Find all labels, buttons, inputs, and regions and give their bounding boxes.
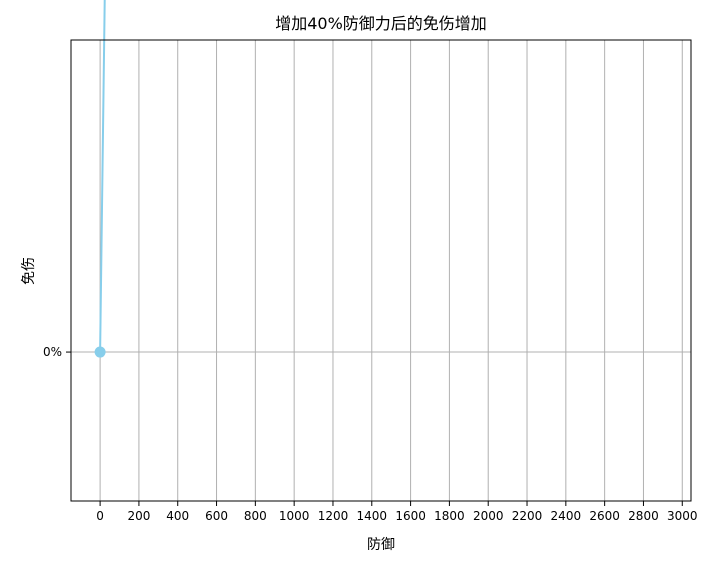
x-tick-label: 1200 [318,509,349,523]
x-tick-label: 2200 [512,509,543,523]
plot-frame [70,39,692,502]
x-tick-label: 200 [127,509,150,523]
y-axis-label: 免伤 [21,257,37,285]
x-tick-label: 1000 [279,509,310,523]
data-point [94,346,106,358]
x-tick-label: 2400 [551,509,582,523]
x-tick-label: 2000 [473,509,504,523]
x-tick-label: 1800 [434,509,465,523]
series [94,0,106,358]
x-tick-label: 1400 [357,509,388,523]
x-tick-label: 400 [166,509,189,523]
x-tick-label: 3000 [667,509,698,523]
x-axis-ticks: 0 200 400 600 800 1000 1200 1400 1600 1800 2000 220… [96,501,698,523]
x-tick-label: 2800 [628,509,659,523]
grid [71,40,691,501]
x-tick-label: 1600 [395,509,426,523]
series-line [99,0,106,353]
y-axis-ticks: 0%2%4%6%8% [43,345,71,359]
x-tick-label: 2600 [589,509,620,523]
y-tick-label: 0% [43,345,62,359]
chart-title: 增加40%防御力后的免伤增加 [275,14,487,33]
x-tick-label: 800 [244,509,267,523]
x-axis-label: 防御 [367,537,395,553]
x-tick-label: 0 [96,509,104,523]
x-tick-label: 600 [205,509,228,523]
